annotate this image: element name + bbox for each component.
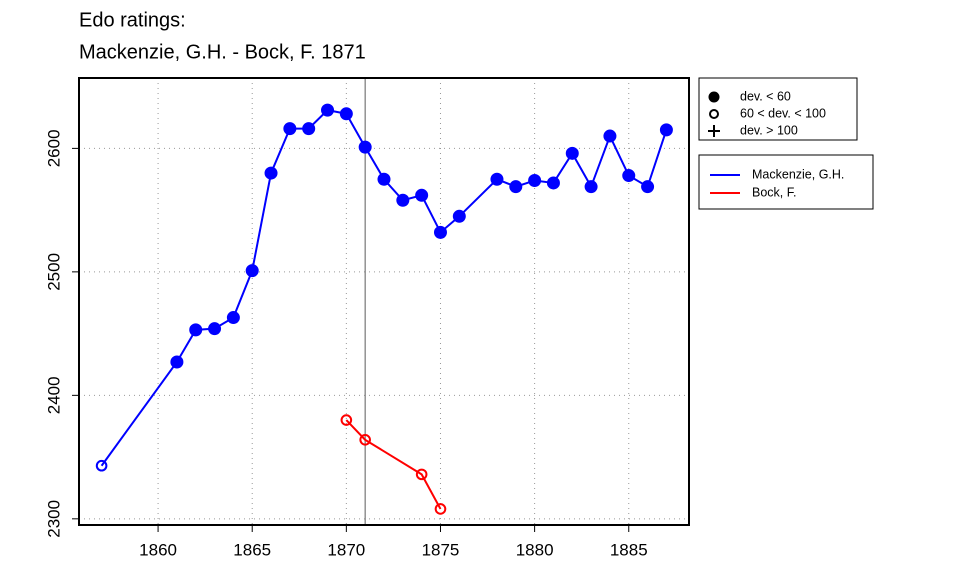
data-point bbox=[321, 103, 335, 117]
chart-subtitle: Mackenzie, G.H. - Bock, F. 1871 bbox=[79, 41, 366, 63]
data-point bbox=[339, 107, 353, 121]
data-point bbox=[565, 146, 579, 160]
data-point bbox=[377, 172, 391, 186]
legend-box bbox=[698, 77, 858, 141]
data-point bbox=[603, 129, 617, 143]
data-point bbox=[546, 176, 560, 190]
legend-box bbox=[698, 154, 874, 210]
chart-title: Edo ratings: bbox=[79, 9, 186, 31]
legend-label: Bock, F. bbox=[752, 185, 796, 199]
y-tick-label: 2500 bbox=[44, 253, 63, 291]
series-line bbox=[100, 109, 668, 467]
legend-label: 60 < dev. < 100 bbox=[740, 106, 826, 120]
series-line bbox=[345, 419, 442, 510]
data-point bbox=[622, 169, 636, 183]
data-point bbox=[95, 459, 108, 472]
data-point bbox=[245, 264, 259, 278]
legend-label: Mackenzie, G.H. bbox=[752, 167, 844, 181]
legend-label: dev. < 60 bbox=[740, 89, 791, 103]
marker bbox=[708, 125, 720, 137]
data-point bbox=[490, 172, 504, 186]
data-point bbox=[641, 180, 655, 194]
data-point bbox=[415, 188, 429, 202]
data-point bbox=[433, 225, 447, 239]
y-tick-label: 2600 bbox=[44, 129, 63, 167]
x-tick-label: 1870 bbox=[327, 540, 365, 559]
data-point bbox=[415, 468, 428, 481]
marker bbox=[709, 109, 719, 119]
data-point bbox=[434, 503, 447, 515]
data-point bbox=[528, 173, 542, 187]
data-point bbox=[264, 166, 278, 180]
x-tick-label: 1880 bbox=[516, 540, 554, 559]
data-point bbox=[659, 123, 673, 137]
x-tick-label: 1885 bbox=[610, 540, 648, 559]
data-point bbox=[396, 193, 410, 207]
data-point bbox=[208, 322, 222, 336]
data-point bbox=[170, 355, 184, 369]
legend-label: dev. > 100 bbox=[740, 123, 798, 137]
data-point bbox=[509, 180, 523, 194]
legends: dev. < 60 60 < dev. < 100 dev. > 100 Macken… bbox=[698, 77, 874, 210]
x-tick-label: 1865 bbox=[233, 540, 271, 559]
marker bbox=[708, 91, 720, 103]
x-tick-label: 1860 bbox=[139, 540, 177, 559]
data-point bbox=[226, 311, 240, 325]
y-tick-label: 2300 bbox=[44, 500, 63, 538]
data-point bbox=[358, 140, 372, 154]
y-tick-label: 2400 bbox=[44, 376, 63, 414]
data-point bbox=[584, 180, 598, 194]
x-tick-label: 1875 bbox=[422, 540, 460, 559]
data-point bbox=[189, 323, 203, 337]
data-point bbox=[302, 122, 316, 136]
plot-frame bbox=[78, 77, 690, 526]
data-point bbox=[340, 414, 353, 426]
data-point bbox=[283, 122, 297, 136]
data-point bbox=[359, 433, 371, 446]
data-point bbox=[452, 209, 466, 223]
